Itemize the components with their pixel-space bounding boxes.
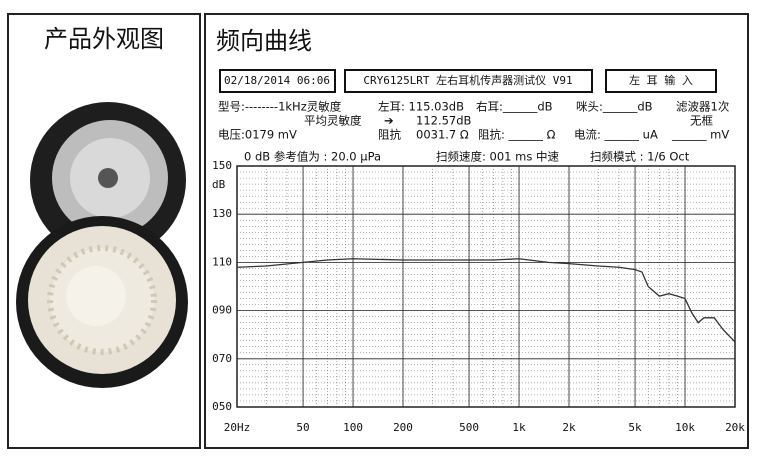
info: 电压:0179 mV bbox=[218, 128, 297, 142]
info: ______ mV bbox=[671, 128, 729, 142]
left-title: 产品外观图 bbox=[44, 25, 164, 53]
x-tick-label: 5k bbox=[628, 421, 642, 434]
annotation: 扫频速度: 001 ms 中速 bbox=[436, 150, 559, 164]
info: 阻抗: ______ Ω bbox=[478, 128, 556, 142]
input: 左 耳 输 入 bbox=[629, 73, 693, 87]
x-tick-label: 2k bbox=[562, 421, 576, 434]
x-tick-label: 50 bbox=[296, 421, 309, 434]
datetime: 02/18/2014 06:06 bbox=[224, 74, 330, 87]
info: 0031.7 Ω bbox=[416, 128, 469, 142]
x-tick-label: 200 bbox=[393, 421, 413, 434]
x-tick-label: 100 bbox=[343, 421, 363, 434]
info: 咪头:______dB bbox=[576, 100, 653, 114]
info: 型号:--------1kHz灵敏度 bbox=[218, 100, 342, 114]
y-tick-label: 130 bbox=[212, 207, 232, 220]
header-box bbox=[605, 69, 717, 93]
info: 滤波器1次 bbox=[676, 100, 730, 114]
header-box bbox=[344, 69, 593, 93]
info: 112.57dB bbox=[416, 114, 472, 128]
info: 左耳: 115.03dB bbox=[378, 100, 464, 114]
y-tick-label: 050 bbox=[212, 400, 232, 413]
series-line bbox=[236, 258, 736, 343]
y-tick-label: 070 bbox=[212, 352, 232, 365]
x-tick-label: 20k bbox=[725, 421, 745, 434]
info: 电流: ______ uA bbox=[574, 128, 658, 142]
y-tick-label: 110 bbox=[212, 255, 232, 268]
info: 阻抗 bbox=[378, 128, 401, 142]
speaker-photo bbox=[16, 102, 188, 388]
x-tick-label: 10k bbox=[675, 421, 695, 434]
annotation: 0 dB 参考值为 : 20.0 μPa bbox=[244, 150, 381, 164]
info: 右耳:______dB bbox=[476, 100, 553, 114]
device: CRY6125LRT 左右耳机传声器测试仪 V91 bbox=[363, 73, 572, 87]
x-tick-label: 500 bbox=[459, 421, 479, 434]
x-tick-label: 20Hz bbox=[224, 421, 251, 434]
info: 无框 bbox=[690, 114, 713, 128]
y-tick-label: 090 bbox=[212, 304, 232, 317]
info: 平均灵敏度 bbox=[304, 114, 362, 128]
y-tick-label: 150 bbox=[212, 159, 232, 172]
y-axis-label: dB bbox=[212, 178, 226, 191]
x-tick-label: 1k bbox=[512, 421, 526, 434]
header-box bbox=[219, 69, 336, 93]
info: ➔ bbox=[384, 114, 394, 128]
right-title: 频向曲线 bbox=[216, 27, 312, 55]
annotation: 扫频模式 : 1/6 Oct bbox=[590, 150, 690, 164]
